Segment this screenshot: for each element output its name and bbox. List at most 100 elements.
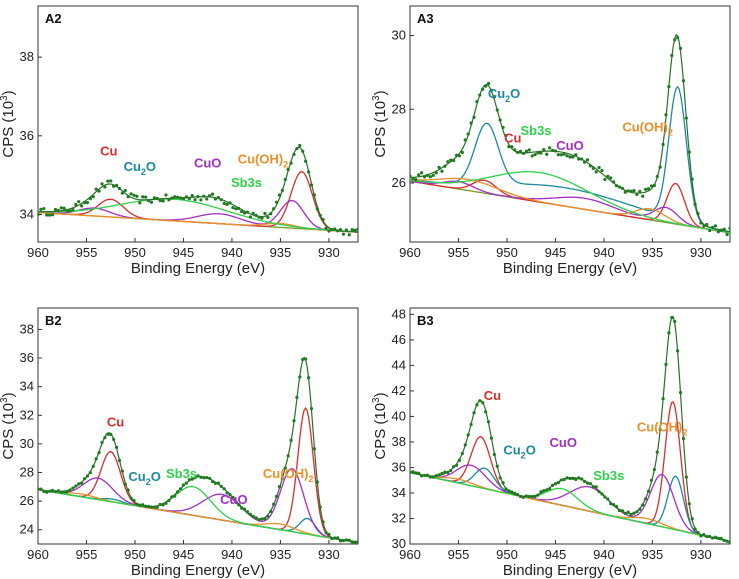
data-point <box>187 478 191 482</box>
data-point <box>85 201 90 205</box>
component-curve-cuo <box>38 199 358 233</box>
data-point <box>327 229 331 233</box>
peak-label-cu2o: Cu2O <box>124 159 156 177</box>
data-point <box>193 198 197 202</box>
data-point <box>199 198 203 202</box>
data-point <box>266 514 270 518</box>
data-point <box>641 194 645 198</box>
data-point <box>585 158 590 162</box>
data-point <box>553 149 558 153</box>
y-tick-label: 34 <box>20 206 34 221</box>
data-point <box>50 213 55 217</box>
data-point <box>330 227 334 232</box>
data-point <box>524 494 528 498</box>
data-point <box>597 490 601 494</box>
data-point <box>623 190 627 194</box>
data-point <box>312 193 316 197</box>
data-point <box>231 495 235 499</box>
x-axis-title: Binding Energy (eV) <box>131 260 265 277</box>
plot-frame <box>409 307 731 545</box>
data-point <box>556 153 560 157</box>
panel-A3: A3 960 955 950 945 940 935 930 26 28 30 Binding Ene… <box>371 5 731 277</box>
data-point <box>417 173 421 177</box>
data-point <box>431 173 435 177</box>
data-point <box>286 167 290 172</box>
data-point <box>301 149 305 153</box>
data-point <box>245 510 250 514</box>
component-curve-cuoh2 <box>38 488 358 544</box>
x-tick-label: 960 <box>399 245 421 260</box>
data-point <box>298 143 302 148</box>
data-point <box>292 419 296 423</box>
x-tick-label: 960 <box>399 547 421 562</box>
component-curve-cu <box>38 171 358 233</box>
data-point <box>719 536 723 541</box>
data-point <box>309 183 314 187</box>
data-point <box>176 195 180 199</box>
data-point <box>664 113 668 117</box>
data-point <box>315 207 319 211</box>
data-point <box>123 482 127 486</box>
data-point <box>504 134 508 138</box>
data-point <box>216 481 220 485</box>
data-point <box>580 477 584 481</box>
data-point <box>428 175 432 179</box>
data-point <box>242 211 247 215</box>
data-point <box>301 357 305 362</box>
data-point <box>620 509 624 513</box>
data-point <box>141 503 145 507</box>
data-point <box>190 194 194 198</box>
data-point <box>216 196 220 200</box>
peak-label-cu2o: Cu2O <box>488 86 520 104</box>
data-point <box>82 201 87 205</box>
data-point <box>112 184 116 188</box>
data-point <box>495 108 499 112</box>
component-curve-sb3s <box>38 198 358 233</box>
data-point <box>71 486 75 490</box>
data-point <box>106 432 110 436</box>
component-curve-cuoh2 <box>410 471 730 543</box>
data-point <box>149 200 154 204</box>
data-point <box>187 197 191 201</box>
data-point <box>646 489 651 493</box>
x-tick-label: 960 <box>27 245 49 260</box>
data-point <box>173 195 177 199</box>
data-point <box>222 487 226 491</box>
data-point <box>199 475 203 479</box>
data-point <box>649 184 654 188</box>
data-point <box>103 185 107 189</box>
data-point <box>263 517 267 521</box>
data-point <box>481 401 485 405</box>
data-point <box>341 539 346 543</box>
data-point <box>155 196 159 201</box>
panel-B2: B2 960 955 950 945 940 935 930 24 26 28 30 32 34 36 38 B… <box>0 307 359 579</box>
data-point <box>210 192 215 196</box>
data-point <box>74 484 78 488</box>
data-point <box>425 473 430 477</box>
plot-area <box>410 33 730 237</box>
data-point <box>272 207 276 211</box>
data-point <box>213 197 218 201</box>
data-point <box>533 495 537 499</box>
data-point <box>65 490 69 494</box>
data-point <box>501 125 505 130</box>
component-curve-cu2o <box>410 85 730 233</box>
data-point <box>38 212 40 217</box>
data-point <box>606 174 610 178</box>
data-point <box>202 476 206 480</box>
data-point <box>728 226 730 230</box>
data-point <box>687 150 691 154</box>
x-tick-label: 955 <box>448 547 470 562</box>
data-point <box>170 196 174 200</box>
peak-label-cuo: CuO <box>220 492 247 507</box>
y-tick-label: 38 <box>20 321 34 336</box>
panel-A2: A2 960 955 950 945 940 935 930 34 36 38 Binding Ene… <box>0 5 359 277</box>
data-point <box>722 538 726 542</box>
data-point <box>152 196 156 200</box>
panel-label: B3 <box>417 313 434 328</box>
data-point <box>347 233 351 237</box>
peak-label-cuo: CuO <box>556 138 583 153</box>
x-tick-label: 950 <box>124 245 146 260</box>
data-point <box>550 483 555 487</box>
data-point <box>295 147 299 151</box>
